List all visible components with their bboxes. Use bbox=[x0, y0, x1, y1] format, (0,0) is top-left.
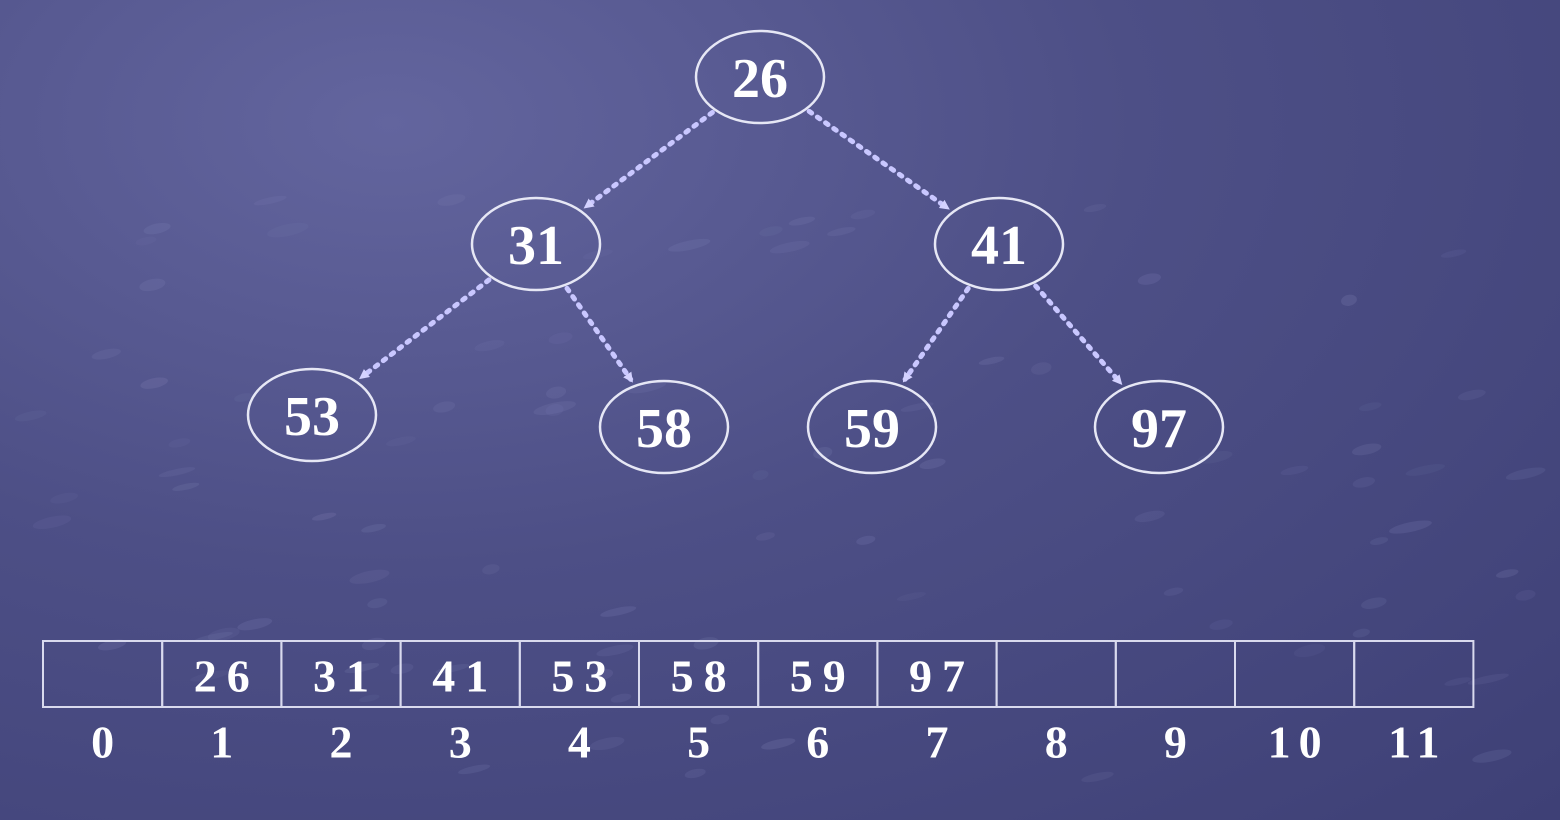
node-ellipse bbox=[694, 29, 826, 125]
array-cell-value: 31 bbox=[313, 651, 379, 702]
array-cell-value: 53 bbox=[551, 651, 617, 702]
array-cell bbox=[1353, 640, 1475, 708]
node-ellipse bbox=[806, 379, 938, 475]
array-index-label: 9 bbox=[1164, 717, 1195, 768]
node-label: 53 bbox=[284, 386, 340, 448]
node-ellipse bbox=[470, 196, 602, 292]
tree-nodes: 26 31 41 53 58 59 97 bbox=[246, 29, 1225, 475]
array-cell bbox=[42, 640, 164, 708]
tree-node: 97 bbox=[1093, 379, 1225, 475]
array-cell bbox=[1114, 640, 1237, 708]
tree-node: 31 bbox=[470, 196, 602, 292]
edge-n2-n4 bbox=[359, 277, 492, 380]
tree-node: 58 bbox=[598, 379, 730, 475]
tree-edges bbox=[359, 108, 1123, 386]
node-label: 26 bbox=[732, 48, 788, 110]
edge-n3-n7 bbox=[1033, 283, 1123, 386]
array-index-label: 4 bbox=[568, 717, 599, 768]
node-ellipse bbox=[1093, 379, 1225, 475]
edge-n2-n5 bbox=[564, 285, 634, 383]
node-label: 41 bbox=[971, 215, 1027, 277]
array-cell bbox=[995, 640, 1117, 708]
array-cell-value: 97 bbox=[909, 651, 975, 702]
node-label: 58 bbox=[636, 398, 692, 460]
node-label: 59 bbox=[844, 398, 900, 460]
node-ellipse bbox=[933, 196, 1065, 292]
tree-node: 26 bbox=[694, 29, 826, 125]
node-ellipse bbox=[246, 367, 378, 463]
background-texture bbox=[14, 194, 1546, 783]
array-index-label: 10 bbox=[1268, 717, 1330, 768]
edge-n3-n6 bbox=[902, 285, 971, 383]
heap-array: 26 31 41 53 58 59 97 bbox=[42, 640, 1475, 708]
node-label: 97 bbox=[1131, 398, 1187, 460]
array-cell bbox=[1234, 640, 1356, 708]
array-index-label: 6 bbox=[806, 717, 837, 768]
edge-n1-n3 bbox=[806, 108, 950, 210]
tree-node: 41 bbox=[933, 196, 1065, 292]
edge-n1-n2 bbox=[583, 110, 715, 209]
node-label: 31 bbox=[508, 215, 564, 277]
array-index-label: 1 bbox=[210, 717, 241, 768]
array-cell-value: 59 bbox=[790, 651, 856, 702]
array-index-label: 7 bbox=[926, 717, 957, 768]
tree-node: 53 bbox=[246, 367, 378, 463]
array-index-label: 3 bbox=[449, 717, 480, 768]
array-index-label: 5 bbox=[687, 717, 718, 768]
array-cell-value: 26 bbox=[194, 651, 260, 702]
tree-node: 59 bbox=[806, 379, 938, 475]
array-index-label: 8 bbox=[1045, 717, 1076, 768]
array-index-label: 11 bbox=[1388, 717, 1447, 768]
array-cell-value: 41 bbox=[432, 651, 498, 702]
array-index-label: 2 bbox=[330, 717, 361, 768]
array-indices: 0 1 2 3 4 5 6 7 8 9 10 11 bbox=[91, 717, 1447, 768]
node-ellipse bbox=[598, 379, 730, 475]
array-index-label: 0 bbox=[91, 717, 122, 768]
array-cell-value: 58 bbox=[671, 651, 737, 702]
